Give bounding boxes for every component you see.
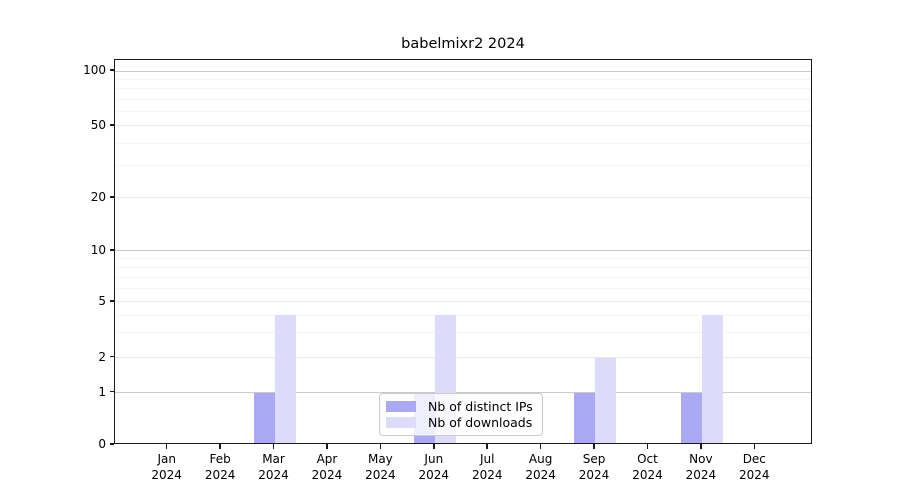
x-tick-mark [379, 444, 382, 449]
y-tick-mark [109, 300, 114, 302]
bar-nb-of-downloads-mar [274, 315, 296, 443]
chart-title: babelmixr2 2024 [401, 36, 525, 52]
x-tick-mark [433, 444, 435, 449]
legend-row: Nb of distinct IPs [386, 399, 533, 415]
gridline-minor [115, 287, 811, 289]
gridline-minor [115, 258, 811, 260]
gridline-y-20 [115, 197, 811, 199]
legend-row: Nb of downloads [386, 415, 533, 431]
gridline-minor [115, 110, 811, 112]
x-tick-month: Apr [316, 452, 338, 466]
bar-nb-of-downloads-sep [595, 357, 617, 443]
bar-nb-of-downloads-nov [701, 315, 723, 443]
x-tick-month: Feb [209, 452, 231, 466]
x-tick-label: May 2024 [352, 452, 408, 483]
y-tick-mark [109, 124, 114, 126]
gridline-minor [115, 165, 811, 167]
x-tick-year: 2024 [311, 467, 343, 482]
gridline-minor [115, 332, 811, 334]
legend-swatch [386, 416, 416, 428]
x-tick-label: Mar 2024 [246, 452, 302, 483]
gridline-y-100 [115, 70, 811, 72]
x-tick-year: 2024 [632, 467, 663, 482]
x-tick-year: 2024 [525, 467, 556, 482]
gridline-minor [115, 314, 811, 316]
x-tick-month: Nov [689, 452, 713, 466]
x-tick-label: Feb 2024 [192, 452, 248, 483]
x-tick-mark [593, 444, 595, 449]
x-tick-label: Dec 2024 [726, 452, 782, 483]
x-tick-mark [219, 444, 221, 449]
bar-nb-of-distinct-ips-sep [574, 392, 596, 443]
gridline-y-50 [115, 125, 811, 127]
x-tick-month: Aug [528, 452, 553, 466]
x-tick-year: 2024 [685, 467, 717, 482]
x-tick-year: 2024 [204, 467, 236, 482]
x-tick-month: May [367, 452, 393, 466]
x-tick-year: 2024 [418, 467, 450, 482]
y-tick-mark [109, 196, 114, 198]
gridline-y-2 [115, 357, 811, 359]
y-tick-mark [109, 69, 114, 71]
legend: Nb of distinct IPs Nb of downloads [379, 393, 543, 436]
x-tick-month: Jan [157, 452, 176, 466]
x-tick-month: Dec [742, 452, 766, 466]
x-tick-label: Jan 2024 [139, 452, 195, 483]
legend-swatch [386, 401, 416, 413]
gridline-minor [115, 78, 811, 80]
x-tick-mark [700, 444, 702, 449]
gridline-minor [115, 266, 811, 268]
y-tick-label: 50 [90, 117, 106, 132]
x-tick-year: 2024 [739, 467, 770, 482]
x-tick-label: Jul 2024 [459, 452, 515, 483]
x-tick-mark [486, 444, 488, 449]
x-tick-mark [646, 444, 649, 449]
x-tick-month: Jul [479, 452, 495, 466]
x-tick-year: 2024 [258, 467, 289, 482]
x-tick-month: Mar [262, 452, 285, 466]
x-tick-month: Jun [424, 452, 444, 466]
gridline-y-1 [115, 392, 811, 394]
y-tick-label: 5 [98, 293, 106, 308]
legend-label: Nb of distinct IPs [428, 399, 533, 415]
x-tick-mark [326, 444, 328, 449]
x-tick-year: 2024 [578, 467, 610, 482]
x-tick-mark [272, 444, 275, 449]
gridline-minor [115, 142, 811, 144]
x-tick-mark [539, 444, 542, 449]
bar-nb-of-distinct-ips-mar [253, 392, 275, 443]
x-tick-month: Sep [582, 452, 606, 466]
y-tick-mark [109, 390, 114, 393]
x-tick-year: 2024 [471, 467, 503, 482]
x-tick-label: Aug 2024 [513, 452, 569, 483]
x-tick-month: Oct [637, 452, 658, 466]
gridline-y-10 [115, 250, 811, 252]
x-tick-year: 2024 [151, 467, 182, 482]
x-tick-label: Sep 2024 [566, 452, 622, 483]
y-tick-mark [109, 355, 114, 358]
x-tick-label: Nov 2024 [673, 452, 729, 483]
y-tick-label: 20 [90, 189, 106, 204]
legend-label: Nb of downloads [428, 414, 533, 430]
plot-area: Nb of distinct IPs Nb of downloads [114, 59, 812, 444]
gridline-minor [115, 88, 811, 90]
y-tick-mark [109, 249, 114, 251]
y-tick-mark [109, 443, 114, 445]
gridline-minor [115, 276, 811, 278]
x-tick-mark [753, 444, 756, 449]
x-tick-year: 2024 [365, 467, 396, 482]
y-tick-label: 2 [98, 349, 106, 364]
y-tick-label: 1 [98, 384, 106, 399]
gridline-minor [115, 98, 811, 100]
x-tick-label: Apr 2024 [299, 452, 355, 483]
y-tick-label: 100 [83, 63, 106, 77]
x-tick-label: Jun 2024 [406, 452, 462, 483]
x-tick-mark [165, 444, 168, 449]
y-tick-label: 10 [90, 242, 106, 257]
bar-nb-of-distinct-ips-nov [680, 392, 702, 443]
y-tick-label: 0 [98, 437, 106, 451]
gridline-y-5 [115, 301, 811, 303]
x-tick-label: Oct 2024 [619, 452, 675, 483]
